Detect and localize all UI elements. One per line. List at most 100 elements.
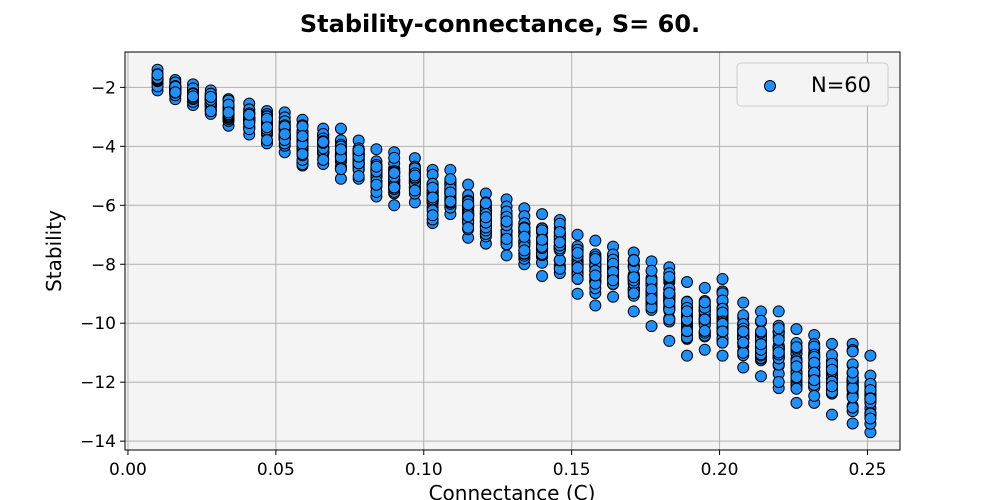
data-point xyxy=(627,254,640,267)
data-point xyxy=(772,346,785,359)
data-point xyxy=(846,366,859,379)
data-point xyxy=(681,305,694,318)
data-point xyxy=(754,325,767,338)
data-point xyxy=(500,232,513,245)
data-point xyxy=(754,314,767,327)
data-point xyxy=(536,208,549,221)
data-point xyxy=(388,151,401,164)
data-point xyxy=(846,381,859,394)
data-point xyxy=(698,296,711,309)
data-point xyxy=(426,191,439,204)
data-point xyxy=(825,337,838,350)
data-point xyxy=(370,178,383,191)
grid-lines xyxy=(125,52,900,450)
data-point xyxy=(846,401,859,414)
data-point xyxy=(500,249,513,262)
y-tick-label: −8 xyxy=(91,255,116,275)
data-point xyxy=(426,209,439,222)
data-point xyxy=(589,234,602,247)
data-point xyxy=(243,108,256,121)
data-point xyxy=(772,322,785,335)
data-point xyxy=(825,380,838,393)
data-point xyxy=(553,236,566,249)
data-point xyxy=(571,246,584,259)
data-point xyxy=(808,374,821,387)
legend-box xyxy=(736,62,889,107)
data-point xyxy=(296,130,309,143)
data-point xyxy=(645,292,658,305)
data-point xyxy=(737,361,750,374)
plot-frame xyxy=(124,51,901,451)
data-point xyxy=(772,333,785,346)
data-point xyxy=(825,408,838,421)
data-point xyxy=(388,167,401,180)
data-point xyxy=(790,396,803,409)
data-point xyxy=(571,228,584,241)
data-point xyxy=(864,412,877,425)
data-point xyxy=(589,299,602,312)
data-point xyxy=(260,121,273,134)
data-point xyxy=(151,68,164,81)
data-point xyxy=(462,210,475,223)
data-point xyxy=(370,143,383,156)
data-point xyxy=(518,244,531,257)
data-point xyxy=(681,324,694,337)
data-point xyxy=(864,392,877,405)
data-point xyxy=(352,170,365,183)
data-point xyxy=(716,325,729,338)
data-point xyxy=(737,296,750,309)
data-point xyxy=(334,163,347,176)
data-point xyxy=(698,313,711,326)
data-point xyxy=(479,211,492,224)
data-point xyxy=(681,275,694,288)
data-point xyxy=(370,160,383,173)
data-point xyxy=(716,349,729,362)
data-point xyxy=(589,253,602,266)
data-point xyxy=(663,313,676,326)
data-point xyxy=(536,233,549,246)
data-point xyxy=(663,270,676,283)
data-point xyxy=(790,360,803,373)
legend-marker xyxy=(764,80,776,92)
x-axis-label: Connectance (C) xyxy=(429,481,596,500)
data-point xyxy=(808,389,821,402)
y-tick-label: −6 xyxy=(91,196,116,216)
data-point xyxy=(408,184,421,197)
legend: N=60 xyxy=(736,62,889,107)
data-point xyxy=(317,136,330,149)
data-point xyxy=(737,325,750,338)
data-point xyxy=(663,334,676,347)
data-point xyxy=(296,148,309,161)
data-points xyxy=(151,63,877,439)
y-axis-ticks: −14 −12 −10 −8 −6 −4 −2 xyxy=(80,78,125,452)
data-point xyxy=(553,226,566,239)
data-point xyxy=(222,106,235,119)
data-point xyxy=(169,86,182,99)
data-point xyxy=(846,345,859,358)
data-point xyxy=(462,198,475,211)
data-point xyxy=(737,336,750,349)
data-point xyxy=(698,324,711,337)
data-point xyxy=(737,346,750,359)
data-point xyxy=(500,215,513,228)
data-point xyxy=(204,105,217,118)
data-point xyxy=(864,349,877,362)
y-tick-label: −4 xyxy=(91,137,116,157)
data-point xyxy=(571,261,584,274)
data-point xyxy=(645,320,658,333)
legend-label: N=60 xyxy=(811,73,871,97)
data-point xyxy=(462,221,475,234)
data-point xyxy=(790,382,803,395)
x-tick-label: 0.25 xyxy=(849,460,887,480)
data-point xyxy=(698,281,711,294)
data-point xyxy=(589,269,602,282)
data-point xyxy=(627,305,640,318)
data-point xyxy=(790,323,803,336)
data-point xyxy=(278,128,291,141)
data-point xyxy=(754,370,767,383)
data-point xyxy=(716,273,729,286)
data-point xyxy=(698,343,711,356)
y-tick-label: −2 xyxy=(91,78,116,98)
x-tick-label: 0.05 xyxy=(257,460,295,480)
data-point xyxy=(388,199,401,212)
